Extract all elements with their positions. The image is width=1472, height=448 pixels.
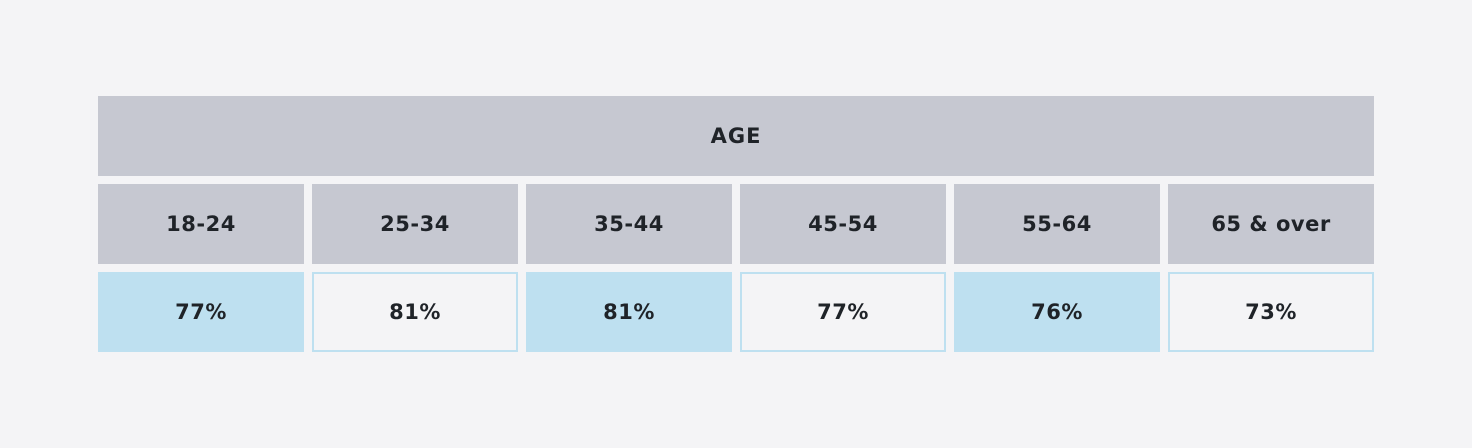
- category-18-24: 18-24: [98, 184, 304, 264]
- value-row: 77% 81% 81% 77% 76% 73%: [98, 272, 1374, 352]
- value-35-44: 81%: [526, 272, 732, 352]
- value-25-34: 81%: [312, 272, 518, 352]
- category-65-and-over: 65 & over: [1168, 184, 1374, 264]
- age-table: AGE 18-24 25-34 35-44 45-54 55-64 65 & o…: [98, 96, 1374, 352]
- category-25-34: 25-34: [312, 184, 518, 264]
- category-45-54: 45-54: [740, 184, 946, 264]
- category-row: 18-24 25-34 35-44 45-54 55-64 65 & over: [98, 184, 1374, 264]
- value-18-24: 77%: [98, 272, 304, 352]
- value-45-54: 77%: [740, 272, 946, 352]
- table-title-age: AGE: [98, 96, 1374, 176]
- category-55-64: 55-64: [954, 184, 1160, 264]
- value-65-and-over: 73%: [1168, 272, 1374, 352]
- category-35-44: 35-44: [526, 184, 732, 264]
- value-55-64: 76%: [954, 272, 1160, 352]
